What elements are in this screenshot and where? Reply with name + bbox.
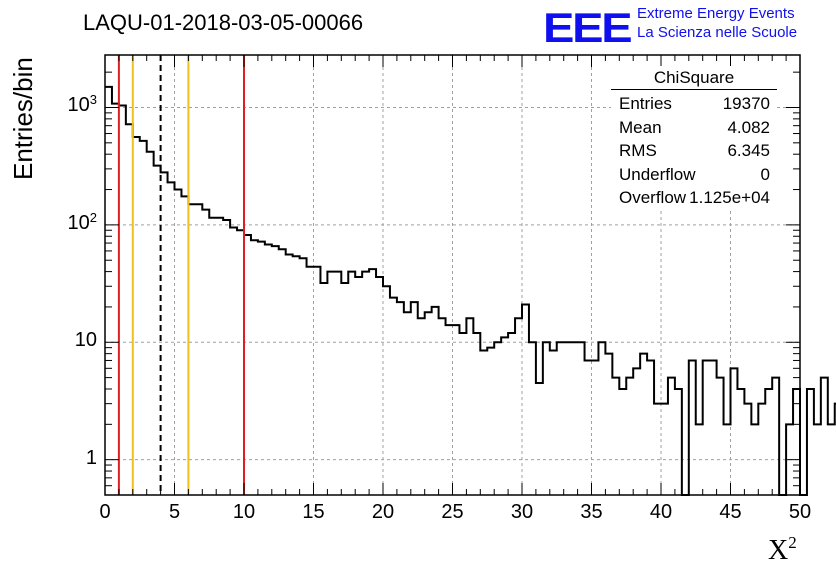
x-tick-label: 30 xyxy=(510,501,534,523)
stats-key: Entries xyxy=(619,94,672,113)
y-tick-label-exponent: 2 xyxy=(89,209,97,225)
x-tick-label: 40 xyxy=(649,501,673,523)
stats-value: 19370 xyxy=(722,94,770,113)
stats-row-mean: Mean 4.082 xyxy=(611,116,777,140)
axes-frame xyxy=(104,54,801,496)
y-tick-label-base: 10 xyxy=(67,94,90,117)
x-axis-label-exponent: 2 xyxy=(788,533,797,552)
stats-box: ChiSquare Entries 19370 Mean 4.082 RMS 6.34… xyxy=(611,66,777,210)
stats-row-underflow: Underflow 0 xyxy=(611,163,777,187)
x-axis-label-base: X xyxy=(768,535,789,566)
x-tick-label: 5 xyxy=(168,501,181,523)
stats-value: 4.082 xyxy=(727,117,770,137)
y-tick-label-base: 10 xyxy=(67,211,90,234)
histogram-step-line xyxy=(105,85,836,496)
x-tick-label: 15 xyxy=(302,501,325,523)
x-axis-label: X2 xyxy=(768,533,797,567)
reference-lines xyxy=(117,55,245,495)
x-tick-label: 10 xyxy=(232,501,256,523)
stats-value: 0 xyxy=(760,164,770,184)
y-tick-label-exponent: 3 xyxy=(89,92,97,108)
stats-key: Mean xyxy=(619,117,662,137)
stats-row-rms: RMS 6.345 xyxy=(611,139,777,163)
x-tick-label: 25 xyxy=(441,501,464,523)
stats-value: 1.125e+04 xyxy=(689,188,770,207)
y-tick-label-base: 10 xyxy=(74,329,97,352)
y-axis-label: Entries/bin xyxy=(8,57,38,180)
stats-row-overflow: Overflow 1.125e+04 xyxy=(611,186,777,210)
x-tick-label: 0 xyxy=(99,501,111,523)
chart-title: LAQU-01-2018-03-05-00066 xyxy=(83,10,364,35)
logo-tagline-1: Extreme Energy Events xyxy=(637,5,795,22)
y-tick-label: 10 xyxy=(37,329,97,352)
y-tick-label: 103 xyxy=(37,92,97,117)
stats-title: ChiSquare xyxy=(611,66,777,90)
y-tick-label-base: 1 xyxy=(85,446,97,469)
eee-logo: EEE xyxy=(543,4,633,51)
histogram-series xyxy=(105,85,836,496)
stats-key: RMS xyxy=(619,141,657,160)
stats-key: Overflow xyxy=(619,188,687,207)
y-tick-label: 102 xyxy=(37,209,97,235)
stats-key: Underflow xyxy=(619,164,696,184)
logo-tagline-2: La Scienza nelle Scuole xyxy=(637,24,798,41)
x-tick-label: 20 xyxy=(371,501,395,523)
x-tick-label: 45 xyxy=(719,501,742,523)
x-tick-label: 35 xyxy=(580,501,603,523)
stats-value: 6.345 xyxy=(727,141,770,160)
x-tick-label: 50 xyxy=(788,501,812,523)
y-tick-label: 1 xyxy=(37,447,97,470)
stats-row-entries: Entries 19370 xyxy=(611,92,777,116)
